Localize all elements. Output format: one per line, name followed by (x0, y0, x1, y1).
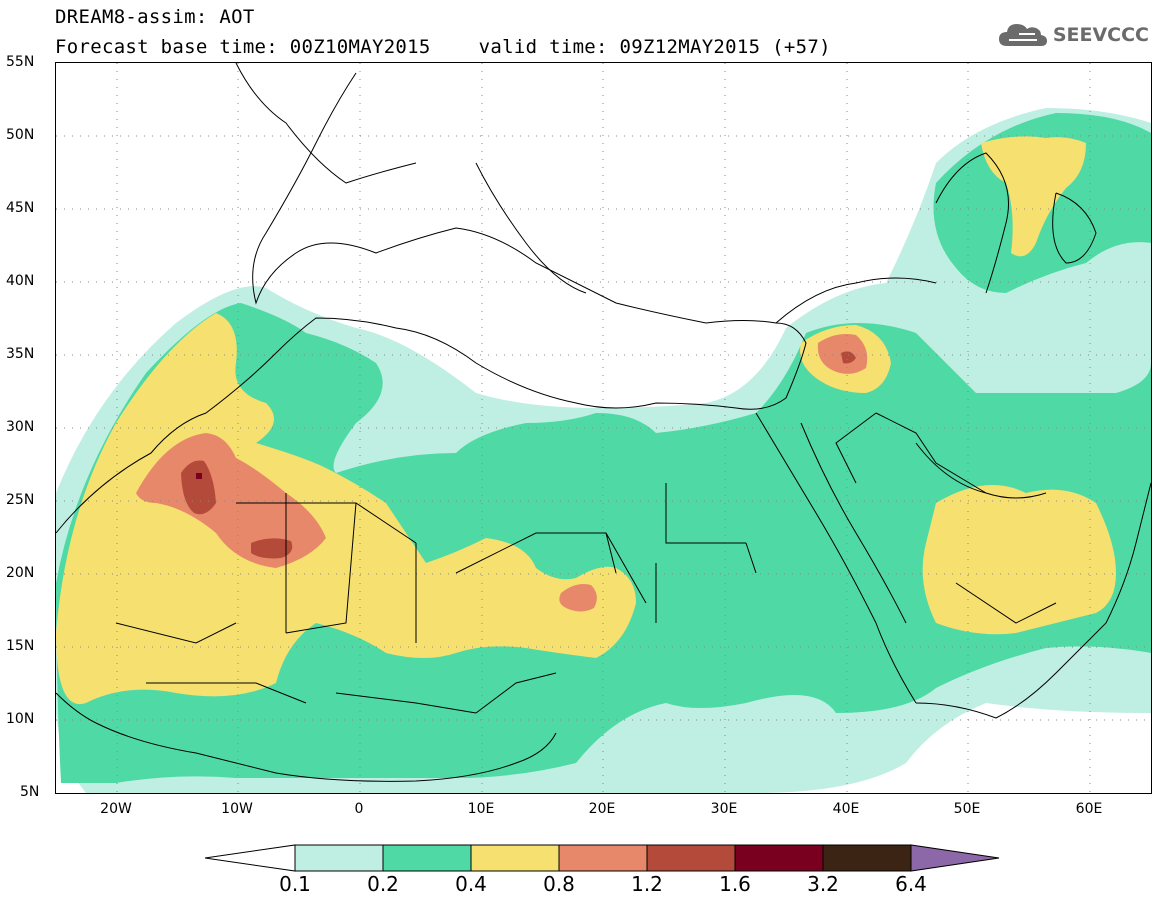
aot-contour-1.2 (841, 351, 856, 364)
colorbar-label: 0.2 (367, 872, 399, 896)
aot-contour-3.2 (196, 473, 202, 479)
lon-label: 40E (832, 801, 860, 817)
seevccc-logo: SEEVCCC (997, 20, 1149, 50)
aot-contour-0.8 (136, 433, 326, 568)
lon-label: 50E (953, 801, 981, 817)
map-title: DREAM8-assim: AOT (55, 6, 255, 28)
colorbar-label: 1.6 (719, 872, 751, 896)
coastlines (56, 63, 1151, 782)
colorbar-label: 3.2 (807, 872, 839, 896)
aot-contour-0.4 (922, 485, 1116, 635)
colorbar-label: 1.2 (631, 872, 663, 896)
colorbar-label: 0.8 (543, 872, 575, 896)
lat-label: 25N (6, 492, 35, 508)
forecast-base-time: Forecast base time: 00Z10MAY2015 (55, 36, 431, 58)
lat-label: 30N (6, 419, 35, 435)
colorbar-label: 0.1 (279, 872, 311, 896)
aot-contour-0.8 (559, 584, 597, 612)
lat-label: 40N (6, 273, 35, 289)
lon-label: 10E (467, 801, 495, 817)
colorbar-segment (294, 844, 384, 872)
aot-contour-0.4 (981, 136, 1086, 257)
lon-label: 10W (221, 801, 253, 817)
colorbar-segment (822, 844, 912, 872)
aot-contour-1.2 (181, 460, 216, 515)
lat-label: 15N (6, 638, 35, 654)
forecast-times: Forecast base time: 00Z10MAY2015 valid ti… (55, 36, 831, 58)
colorbar-segment (646, 844, 736, 872)
colorbar-label: 6.4 (895, 872, 927, 896)
lat-label: 20N (6, 565, 35, 581)
lon-label: 0 (354, 801, 364, 817)
aot-contour-0.4 (56, 313, 636, 705)
lat-label: 10N (6, 711, 35, 727)
lat-label: 45N (6, 200, 35, 216)
lon-label: 30E (710, 801, 738, 817)
lat-label: 35N (6, 346, 35, 362)
lon-label: 60E (1075, 801, 1103, 817)
colorbar-segment (470, 844, 560, 872)
lat-label: 50N (6, 127, 35, 143)
colorbar-segment-below (205, 844, 296, 872)
aot-field (56, 108, 1151, 793)
aot-colorbar (205, 844, 1000, 872)
colorbar-segment (382, 844, 472, 872)
logo-text: SEEVCCC (1052, 24, 1149, 46)
lat-label: 5N (20, 784, 40, 800)
gridlines (56, 63, 1151, 793)
lon-label: 20W (100, 801, 132, 817)
colorbar-segment-above (910, 844, 1000, 872)
colorbar-segment (734, 844, 824, 872)
aot-contour-1.2 (251, 538, 293, 559)
lat-label: 55N (6, 54, 35, 70)
colorbar-segment (558, 844, 648, 872)
cloud-icon (998, 24, 1047, 46)
colorbar-label: 0.4 (455, 872, 487, 896)
aot-map (55, 62, 1152, 794)
lon-label: 20E (588, 801, 616, 817)
valid-time: valid time: 09Z12MAY2015 (+57) (478, 36, 831, 58)
